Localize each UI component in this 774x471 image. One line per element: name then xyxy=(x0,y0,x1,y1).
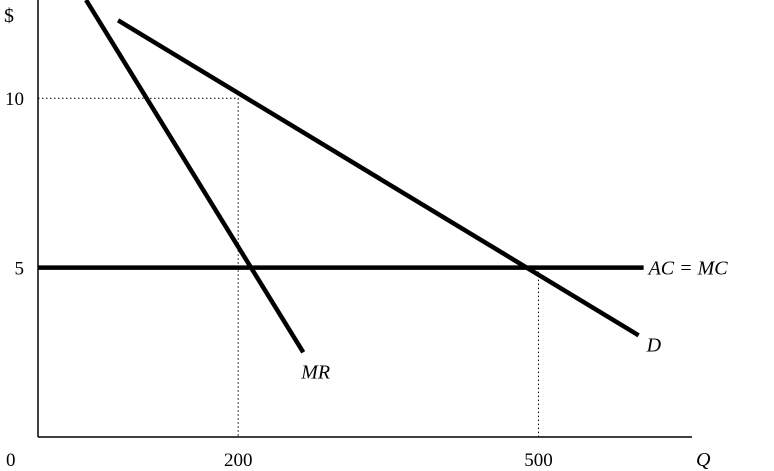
y-tick-label-10: 10 xyxy=(5,89,24,110)
x-axis-title: Q xyxy=(696,449,711,471)
axes xyxy=(37,0,692,438)
ac-mc-curve-label: AC = MC xyxy=(647,258,729,280)
x-tick-label-500: 500 xyxy=(524,450,553,471)
y-tick-label-5: 5 xyxy=(15,259,25,280)
y-axis-title: $ xyxy=(4,5,14,27)
tick-labels: 5 10 200 500 xyxy=(5,89,553,471)
mr-curve-label: MR xyxy=(300,361,330,383)
series-line-mr xyxy=(84,0,306,354)
series-line-d xyxy=(116,18,640,338)
origin-label: 0 xyxy=(6,450,16,471)
x-tick-label-200: 200 xyxy=(224,450,253,471)
series-lines xyxy=(38,0,644,354)
demand-curve-label: D xyxy=(646,334,662,356)
